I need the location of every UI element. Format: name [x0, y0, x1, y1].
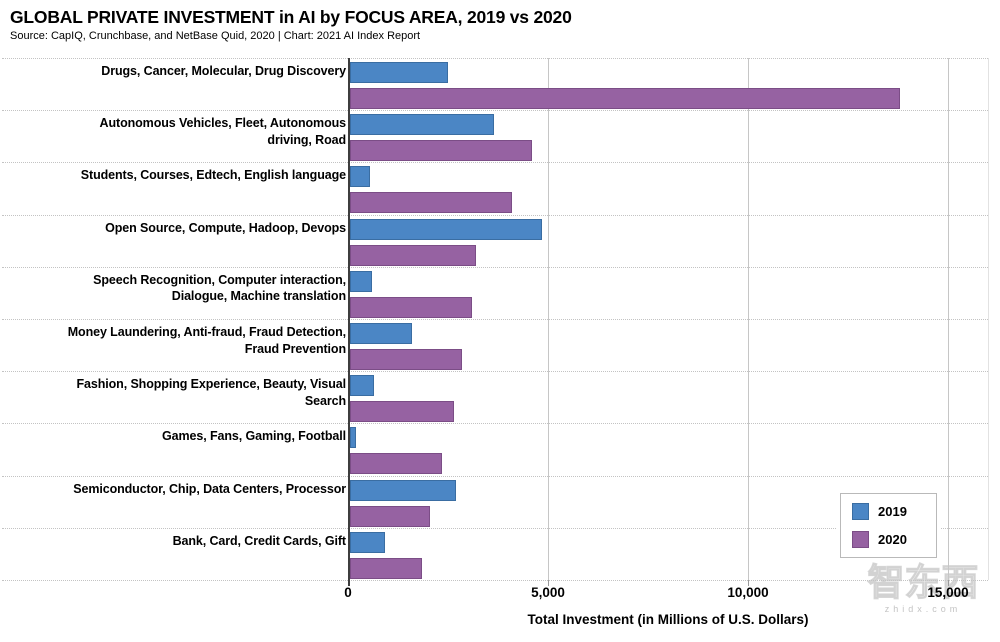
category-label: Open Source, Compute, Hadoop, Devops — [105, 220, 346, 235]
row-separator — [2, 58, 988, 59]
bar-2019 — [349, 62, 448, 83]
category-label: Bank, Card, Credit Cards, Gift — [172, 533, 347, 548]
bar-2019 — [349, 479, 456, 501]
bar-2020 — [349, 453, 442, 475]
x-axis-title: Total Investment (in Millions of U.S. Do… — [527, 612, 809, 627]
bar-2020 — [349, 349, 462, 370]
row-separator — [2, 527, 988, 529]
legend-swatch-2020 — [852, 531, 869, 548]
x-tick-label: 10,000 — [727, 585, 769, 600]
legend-swatch-2019 — [852, 503, 869, 520]
row-separator — [2, 371, 988, 373]
bar-2020 — [349, 296, 472, 318]
row-separator — [2, 162, 988, 164]
x-tick-label: 15,000 — [927, 585, 969, 600]
row-separator — [2, 319, 988, 320]
x-tick-mark — [548, 580, 549, 586]
legend-item-2020: 2020 — [852, 531, 936, 548]
plot-right-border — [988, 58, 989, 580]
category-label: Fashion, Shopping Experience, Beauty, Vi… — [76, 377, 346, 408]
category-label: Speech Recognition, Computer interaction… — [93, 272, 346, 304]
bar-2019 — [349, 114, 494, 136]
category-label: Semiconductor, Chip, Data Centers, Proce… — [73, 481, 346, 496]
bar-2020 — [349, 557, 422, 579]
x-tick-mark — [948, 580, 949, 586]
legend: 2019 2020 — [840, 493, 937, 558]
row-separator — [2, 266, 988, 268]
bar-2019 — [349, 218, 542, 240]
category-label: Drugs, Cancer, Molecular, Drug Discovery — [101, 64, 346, 78]
row-separator — [2, 580, 988, 581]
category-label: Students, Courses, Edtech, English langu… — [80, 168, 346, 183]
bar-2019 — [349, 375, 374, 397]
bar-2019 — [349, 531, 385, 553]
bar-2019 — [349, 166, 370, 188]
x-tick-label: 5,000 — [531, 585, 565, 600]
row-separator — [2, 214, 988, 216]
legend-item-2019: 2019 — [852, 503, 936, 520]
x-tick-mark — [348, 580, 350, 586]
bar-2019 — [349, 270, 372, 292]
x-tick-mark — [748, 580, 749, 586]
chart-source: Source: CapIQ, Crunchbase, and NetBase Q… — [10, 30, 421, 42]
y-axis-line — [348, 58, 350, 586]
bar-2020 — [349, 244, 476, 266]
bar-2020 — [349, 192, 512, 214]
bar-2020 — [349, 140, 532, 162]
legend-label: 2020 — [878, 532, 907, 547]
x-tick-label: 0 — [344, 585, 352, 600]
legend-label: 2019 — [878, 504, 907, 519]
category-label: Autonomous Vehicles, Fleet, Autonomous d… — [99, 116, 347, 147]
bar-2019 — [349, 323, 412, 344]
bar-2019 — [349, 427, 356, 449]
row-separator — [2, 110, 988, 112]
gridline — [748, 58, 749, 580]
row-separator — [2, 423, 988, 425]
bar-2020 — [349, 505, 430, 527]
bar-2020 — [349, 88, 900, 109]
category-label: Games, Fans, Gaming, Football — [162, 429, 346, 444]
chart-title: GLOBAL PRIVATE INVESTMENT in AI by FOCUS… — [10, 7, 572, 27]
row-separator — [2, 475, 988, 477]
category-label: Money Laundering, Anti-fraud, Fraud Dete… — [67, 325, 346, 356]
bar-2020 — [349, 401, 454, 423]
gridline — [548, 58, 549, 580]
gridline — [948, 58, 949, 580]
